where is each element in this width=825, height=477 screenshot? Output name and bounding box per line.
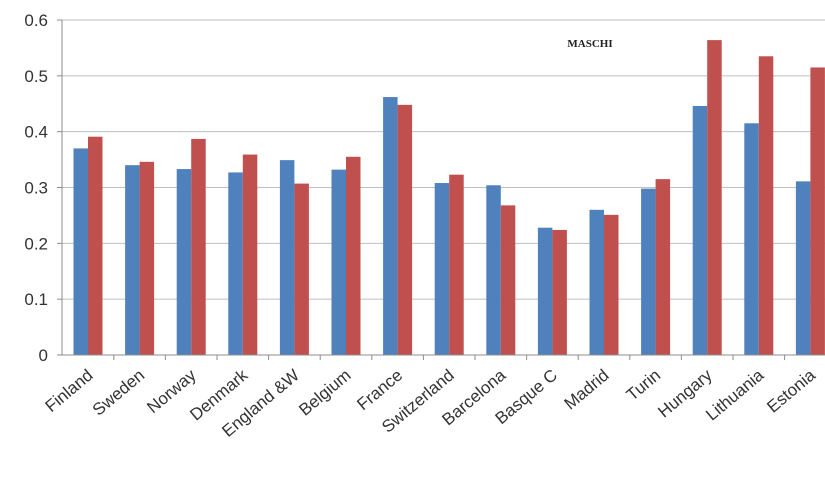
bar-norway-series-2 (191, 138, 206, 355)
bar-madrid-series-1 (589, 209, 604, 355)
y-tick-label: 0.3 (24, 179, 48, 198)
bar-basque-c-series-2 (552, 229, 567, 355)
bar-denmark-series-1 (228, 172, 243, 355)
bar-belgium-series-1 (331, 169, 346, 355)
bar-hungary-series-1 (692, 105, 708, 355)
y-tick-labels: 0 0.1 0.2 0.3 0.4 0.5 0.6 (24, 11, 48, 365)
bar-basque-c-series-1 (537, 227, 553, 355)
chart-title: MASCHI (567, 38, 612, 50)
bars (73, 40, 825, 356)
y-tick-label: 0.6 (24, 11, 48, 30)
bar-belgium-series-2 (346, 156, 361, 355)
bar-switzerland-series-1 (434, 183, 450, 355)
bar-estonia-series-1 (795, 181, 811, 355)
bar-switzerland-series-2 (449, 174, 464, 355)
y-tick-label: 0.2 (24, 234, 48, 253)
bar-lithuania-series-2 (758, 56, 774, 356)
bar-barcelona-series-2 (500, 205, 516, 355)
bar-sweden-series-2 (139, 161, 155, 355)
axes (57, 19, 825, 360)
bar-sweden-series-1 (125, 165, 140, 355)
bar-denmark-series-2 (242, 154, 258, 355)
bar-france-series-1 (383, 97, 398, 356)
y-tick-label: 0.4 (24, 123, 48, 142)
bar-hungary-series-2 (707, 40, 722, 355)
y-tick-label: 0.1 (24, 290, 48, 309)
bar-england-w-series-2 (294, 183, 309, 355)
y-tick-label: 0.5 (24, 67, 48, 86)
bar-england-w-series-1 (279, 160, 295, 355)
bar-barcelona-series-1 (486, 185, 501, 355)
bar-norway-series-1 (176, 169, 192, 355)
bar-estonia-series-2 (810, 67, 825, 355)
bar-turin-series-2 (655, 179, 671, 355)
bar-finland-series-1 (73, 148, 88, 355)
bar-finland-series-2 (88, 136, 103, 355)
bar-turin-series-1 (641, 188, 656, 355)
y-tick-label: 0 (39, 346, 48, 365)
bar-lithuania-series-1 (744, 123, 759, 356)
bar-france-series-2 (397, 104, 413, 355)
bar-madrid-series-2 (604, 214, 619, 355)
